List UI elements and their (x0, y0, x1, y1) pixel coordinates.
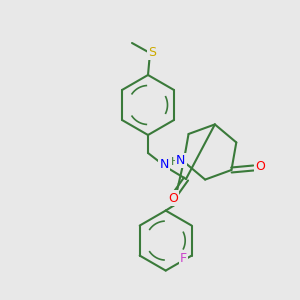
Text: F: F (180, 252, 187, 265)
Text: O: O (168, 191, 178, 205)
Text: H: H (171, 157, 179, 167)
Text: O: O (256, 160, 266, 173)
Text: N: N (159, 158, 169, 172)
Text: S: S (148, 46, 156, 59)
Text: N: N (176, 154, 185, 167)
